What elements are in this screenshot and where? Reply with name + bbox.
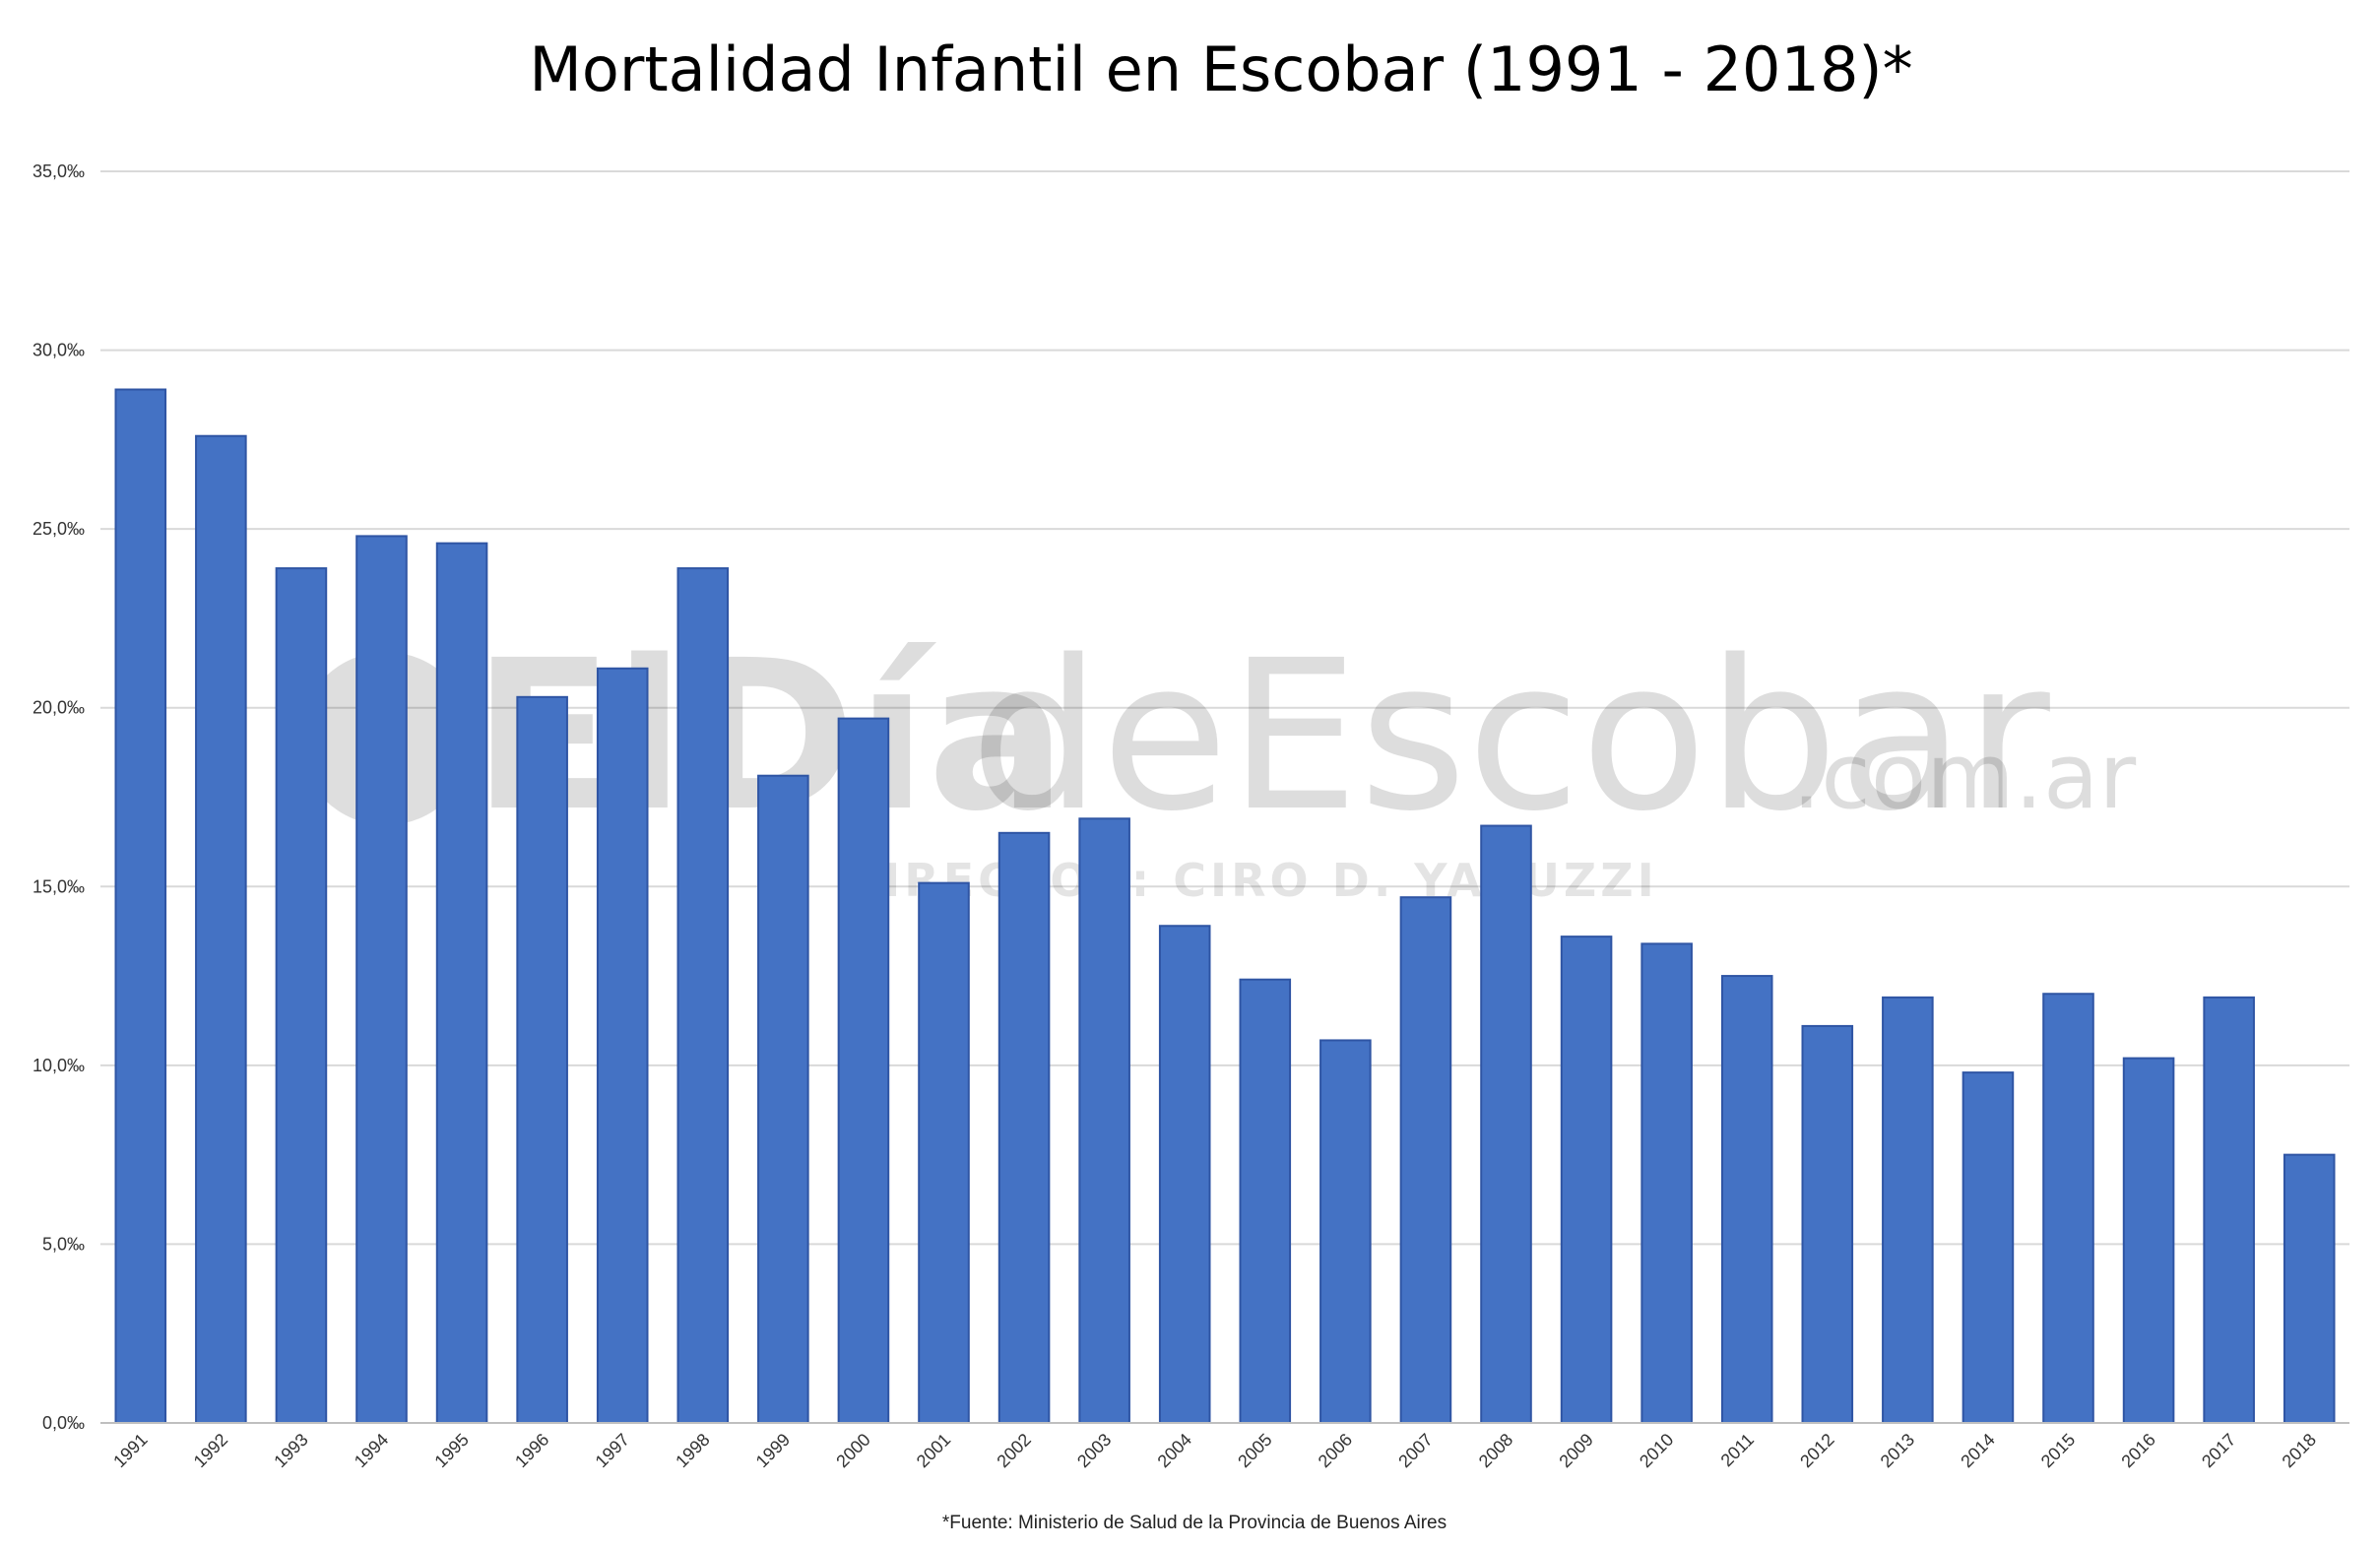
x-tick-label: 2007 xyxy=(1394,1430,1436,1471)
bar-2013 xyxy=(1882,996,1934,1424)
x-tick-label: 2012 xyxy=(1796,1430,1837,1471)
bar-1993 xyxy=(275,567,328,1424)
y-tick-label: 30,0‰ xyxy=(32,341,85,360)
bar-2011 xyxy=(1720,975,1773,1424)
x-tick-label: 1999 xyxy=(752,1430,794,1471)
bar-1992 xyxy=(195,434,247,1424)
bar-2009 xyxy=(1560,936,1613,1425)
watermark: ElDía deEscobar .com.ar DIRECTOR: CIRO D… xyxy=(299,615,2136,907)
x-tick-label: 2018 xyxy=(2279,1430,2320,1471)
x-tick-label: 2011 xyxy=(1717,1430,1759,1471)
bar-2007 xyxy=(1399,896,1452,1424)
bar-1998 xyxy=(676,567,730,1424)
watermark-brand-light: deEscobar xyxy=(970,615,2051,857)
bar-1991 xyxy=(114,388,167,1425)
bar-2012 xyxy=(1801,1024,1854,1424)
x-tick-label: 2008 xyxy=(1475,1430,1516,1471)
x-tick-label: 1994 xyxy=(351,1430,392,1471)
bars xyxy=(114,388,2336,1425)
x-axis-tick-labels: 1991 1992 1993 1994 1995 1996 1997 1998 1999 2000… xyxy=(109,1430,2320,1471)
x-tick-label: 2004 xyxy=(1154,1430,1195,1471)
bar-2008 xyxy=(1480,824,1532,1424)
x-tick-label: 1991 xyxy=(109,1430,151,1471)
y-tick-label: 5,0‰ xyxy=(42,1234,85,1254)
x-tick-label: 1998 xyxy=(672,1430,713,1471)
x-tick-label: 2009 xyxy=(1555,1430,1596,1471)
y-tick-label: 20,0‰ xyxy=(32,698,85,718)
bar-2000 xyxy=(837,717,890,1424)
x-tick-label: 2002 xyxy=(993,1430,1034,1471)
x-tick-label: 2016 xyxy=(2117,1430,2158,1471)
x-tick-label: 2001 xyxy=(913,1430,954,1471)
x-tick-label: 2017 xyxy=(2198,1430,2239,1471)
watermark-domain: .com.ar xyxy=(1792,724,2136,829)
bar-2006 xyxy=(1319,1039,1372,1424)
bar-2018 xyxy=(2283,1153,2336,1424)
x-tick-label: 2000 xyxy=(832,1430,873,1471)
bar-1995 xyxy=(435,542,488,1424)
x-tick-label: 1992 xyxy=(190,1430,231,1471)
bar-2001 xyxy=(918,881,970,1424)
bar-1999 xyxy=(757,774,809,1424)
y-tick-label: 15,0‰ xyxy=(32,876,85,896)
y-axis-tick-labels: 0,0‰ 5,0‰ 10,0‰ 15,0‰ 20,0‰ 25,0‰ 30,0‰ 35,0‰ xyxy=(32,161,85,1433)
bar-1994 xyxy=(355,535,408,1424)
x-tick-label: 2006 xyxy=(1315,1430,1356,1471)
bar-2016 xyxy=(2122,1057,2175,1424)
y-tick-label: 35,0‰ xyxy=(32,161,85,181)
source-note: *Fuente: Ministerio de Salud de la Provi… xyxy=(942,1513,1447,1533)
x-tick-label: 1997 xyxy=(592,1430,633,1471)
x-tick-label: 1996 xyxy=(511,1430,552,1471)
bar-2004 xyxy=(1158,925,1211,1425)
chart-title: Mortalidad Infantil en Escobar (1991 - 2… xyxy=(529,33,1912,105)
y-tick-label: 25,0‰ xyxy=(32,519,85,539)
bar-1997 xyxy=(596,667,649,1424)
bar-2002 xyxy=(997,831,1051,1424)
x-tick-label: 2003 xyxy=(1073,1430,1115,1471)
bar-2014 xyxy=(1962,1071,2015,1424)
x-tick-label: 2014 xyxy=(1957,1430,1998,1471)
y-tick-label: 10,0‰ xyxy=(32,1056,85,1075)
bar-1996 xyxy=(516,695,568,1424)
x-tick-label: 1995 xyxy=(430,1430,472,1471)
bar-2010 xyxy=(1640,942,1693,1424)
x-tick-label: 1993 xyxy=(270,1430,311,1471)
x-tick-label: 2005 xyxy=(1234,1430,1275,1471)
bar-2017 xyxy=(2203,996,2255,1424)
bar-2015 xyxy=(2042,993,2094,1424)
bar-2003 xyxy=(1078,817,1130,1424)
x-tick-label: 2013 xyxy=(1877,1430,1918,1471)
x-tick-label: 2010 xyxy=(1636,1430,1677,1471)
y-tick-label: 0,0‰ xyxy=(42,1413,85,1433)
bar-2005 xyxy=(1239,978,1292,1425)
x-tick-label: 2015 xyxy=(2037,1430,2079,1471)
